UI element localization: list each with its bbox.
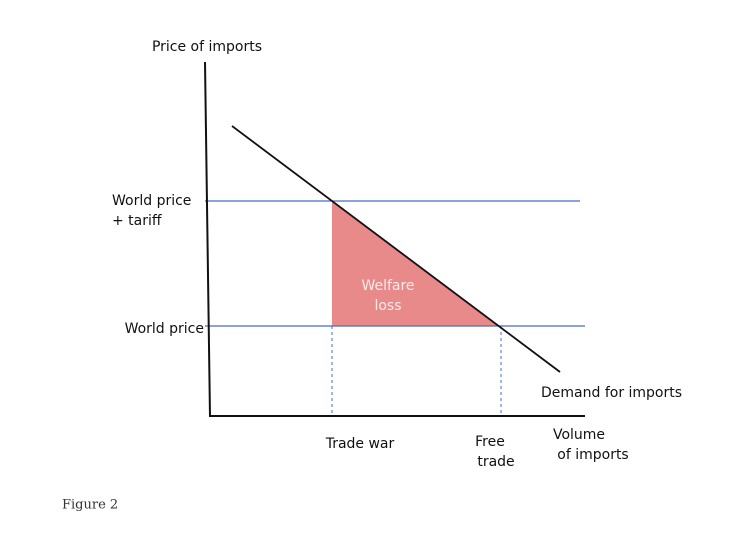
tariff-price-label: World price	[112, 193, 191, 209]
demand-curve	[231, 125, 561, 373]
area-label: loss	[374, 298, 401, 314]
world-price-label: World price	[125, 321, 204, 337]
curve-label: Demand for imports	[541, 385, 682, 401]
free-trade-label: Free	[475, 434, 505, 450]
y-axis-label: Price of imports	[152, 39, 262, 55]
tariff-price-label: + tariff	[112, 213, 162, 229]
caption: Figure 2	[62, 498, 118, 513]
x-axis-label: of imports	[557, 447, 628, 463]
area-label: Welfare	[361, 278, 414, 294]
trade-war-label: Trade war	[325, 436, 395, 452]
x-axis-label: Volume	[553, 427, 605, 443]
y-axis	[204, 61, 211, 418]
free-trade-label: trade	[477, 454, 514, 470]
